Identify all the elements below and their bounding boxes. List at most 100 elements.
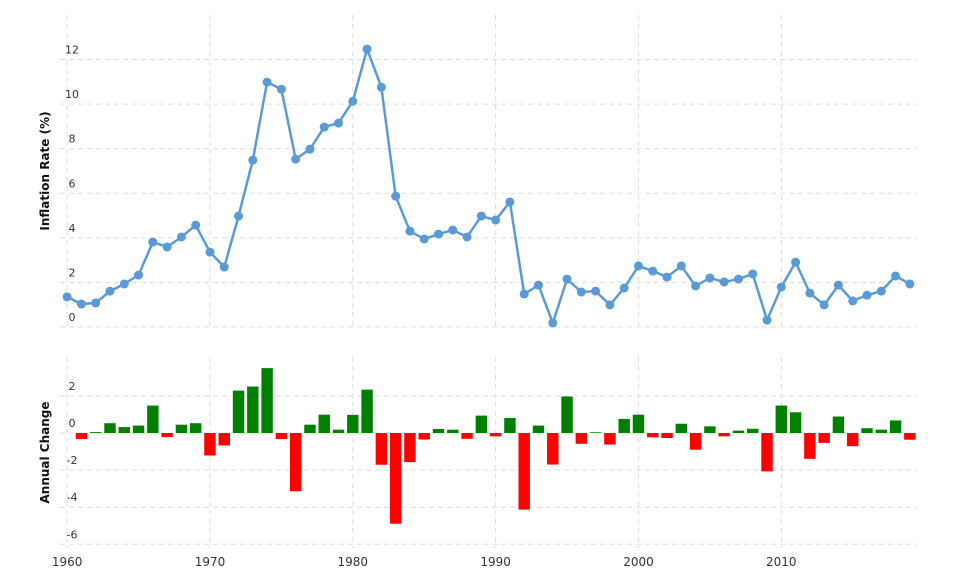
bar: [89, 432, 102, 434]
point: [591, 286, 601, 296]
point: [705, 273, 715, 283]
point: [334, 118, 344, 128]
bar: [532, 425, 545, 434]
y-tick-label: 0: [69, 417, 76, 430]
x-tick-label: 2010: [766, 555, 797, 569]
bar: [847, 433, 859, 447]
bar: [875, 429, 888, 434]
point: [191, 220, 201, 230]
x-tick-label: 1970: [195, 555, 226, 569]
y-tick-label: 12: [65, 44, 79, 57]
y-tick-label: -2: [67, 454, 78, 467]
point: [891, 271, 901, 281]
x-tick-label: 1980: [338, 555, 369, 569]
bar: [161, 433, 173, 438]
bar: [204, 433, 216, 456]
x-tick-label: 2000: [623, 555, 654, 569]
point: [491, 215, 501, 225]
bar: [432, 428, 445, 434]
bar: [647, 433, 659, 438]
bar: [604, 433, 616, 445]
bar: [618, 418, 630, 434]
bar: [661, 433, 673, 439]
point: [548, 318, 558, 328]
bar: [261, 368, 273, 434]
point: [291, 154, 301, 164]
bar: [704, 426, 716, 434]
point: [276, 84, 286, 94]
point: [605, 300, 615, 310]
point: [376, 82, 386, 92]
point: [505, 197, 515, 207]
bar: [75, 433, 88, 439]
bar: [418, 433, 430, 440]
point: [691, 281, 701, 291]
y-axis-label: Inflation Rate (%): [38, 111, 52, 230]
point: [419, 234, 429, 244]
bar: [404, 433, 416, 463]
bar: [147, 405, 159, 434]
point: [91, 298, 101, 308]
point: [762, 315, 772, 325]
point: [676, 261, 686, 271]
point: [119, 279, 129, 289]
point: [62, 292, 72, 302]
point: [362, 44, 372, 54]
point: [348, 96, 358, 106]
bar: [332, 429, 345, 434]
point: [162, 242, 172, 252]
point: [748, 269, 758, 279]
point: [862, 290, 872, 300]
bar: [675, 423, 688, 434]
bar: [632, 414, 645, 434]
point: [562, 274, 572, 284]
bar: [832, 416, 845, 434]
bar: [818, 433, 830, 443]
y-tick-label: 2: [69, 266, 76, 279]
bar: [589, 432, 602, 434]
bar: [904, 433, 916, 440]
bar: [518, 433, 530, 510]
point: [434, 229, 444, 239]
bar: [247, 386, 259, 434]
bar: [132, 425, 145, 434]
bar: [547, 433, 559, 465]
line: [66, 45, 911, 327]
point: [405, 226, 415, 236]
bar: [732, 430, 745, 434]
bar: [175, 424, 188, 434]
point: [848, 296, 858, 306]
bar: [475, 415, 488, 434]
point: [791, 257, 801, 267]
point: [448, 225, 458, 235]
bar: [718, 433, 730, 437]
bar: [275, 433, 288, 439]
point: [105, 286, 115, 296]
y-tick-label: 6: [69, 177, 76, 190]
bar: [561, 396, 573, 434]
bar: [461, 433, 473, 439]
point: [148, 237, 158, 247]
x-tick-label: 1990: [480, 555, 511, 569]
point: [733, 274, 743, 284]
point: [819, 300, 829, 310]
y-tick-label: 8: [69, 133, 76, 146]
point: [248, 155, 258, 165]
y-tick-label: 10: [65, 88, 79, 101]
bar: [775, 405, 788, 434]
point: [619, 283, 629, 293]
bar: [118, 427, 130, 434]
point: [205, 247, 215, 257]
bar: [289, 433, 302, 492]
bar: [375, 433, 388, 465]
bar: [747, 428, 759, 434]
point: [719, 277, 729, 287]
bar: [447, 429, 459, 434]
point: [462, 232, 472, 242]
bar: [861, 428, 873, 434]
point: [662, 272, 672, 282]
y-tick-label: 2: [69, 380, 76, 393]
point: [319, 122, 329, 132]
point: [633, 261, 643, 271]
